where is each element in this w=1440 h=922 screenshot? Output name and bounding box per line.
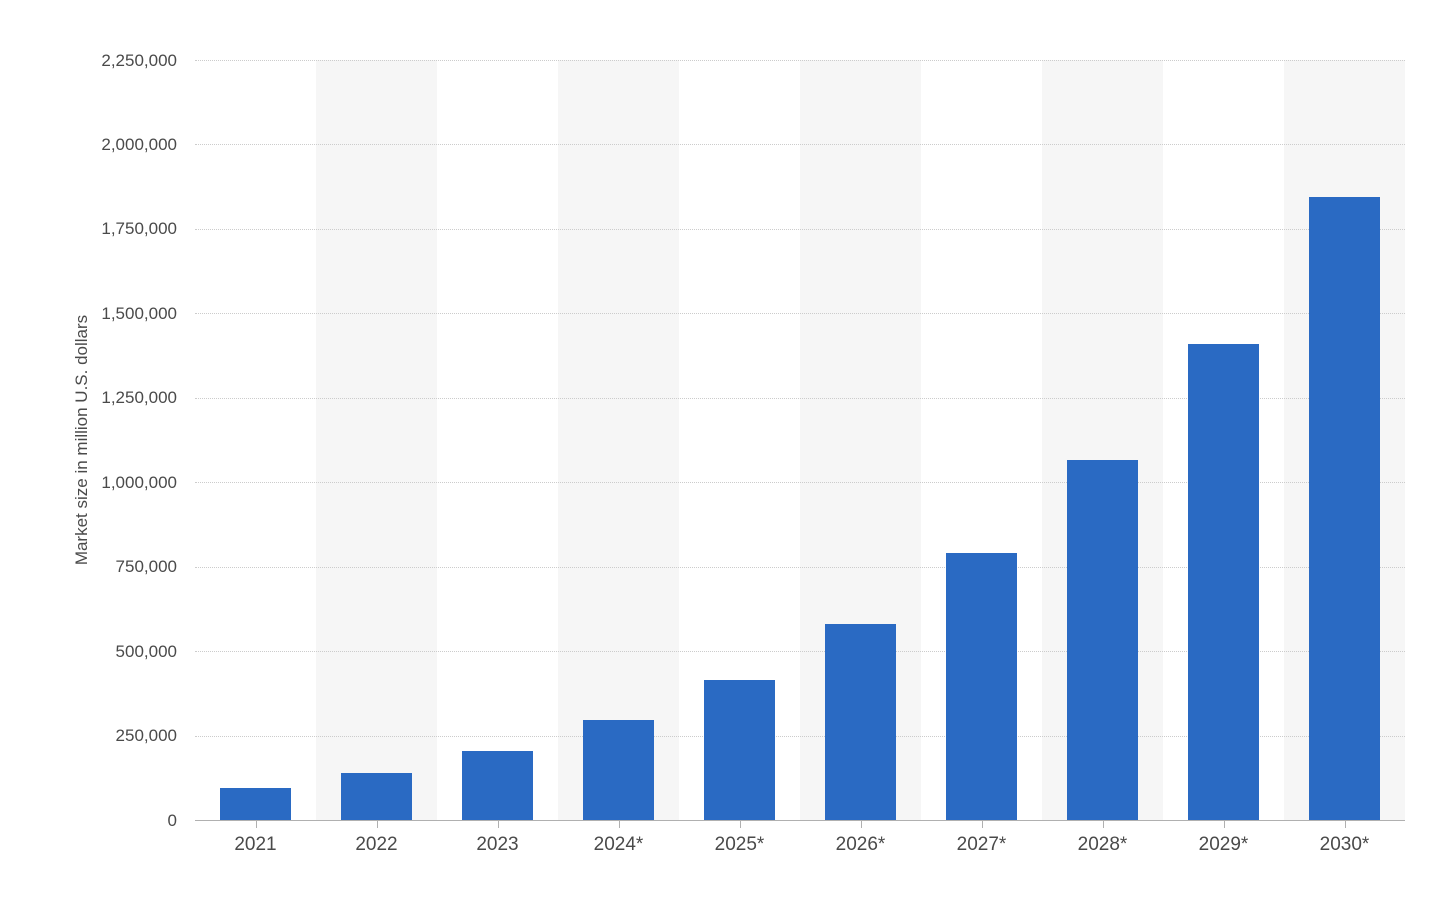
x-tick-label: 2030* (1284, 834, 1405, 856)
x-tick-mark (982, 820, 983, 828)
gridline (195, 229, 1405, 230)
x-tick-label: 2029* (1163, 834, 1284, 856)
x-tick-label: 2022 (316, 834, 437, 856)
plot-bg-stripe (316, 60, 437, 820)
x-tick-mark (861, 820, 862, 828)
x-tick-label: 2027* (921, 834, 1042, 856)
y-tick-label: 1,000,000 (0, 473, 177, 493)
x-tick-label: 2023 (437, 834, 558, 856)
bar (220, 788, 290, 820)
bar (704, 680, 774, 820)
x-tick-mark (256, 820, 257, 828)
plot-bg-stripe (558, 60, 679, 820)
bar (946, 553, 1016, 820)
plot-bg-stripe (195, 60, 316, 820)
gridline (195, 60, 1405, 61)
gridline (195, 313, 1405, 314)
y-tick-label: 2,250,000 (0, 51, 177, 71)
plot-area: 0250,000500,000750,0001,000,0001,250,000… (195, 60, 1405, 820)
bar (583, 720, 653, 820)
x-tick-label: 2028* (1042, 834, 1163, 856)
y-tick-label: 500,000 (0, 642, 177, 662)
gridline (195, 144, 1405, 145)
x-tick-label: 2021 (195, 834, 316, 856)
x-tick-mark (619, 820, 620, 828)
y-tick-label: 250,000 (0, 726, 177, 746)
bar (825, 624, 895, 820)
bar (341, 773, 411, 820)
bar (462, 751, 532, 820)
y-tick-label: 1,750,000 (0, 219, 177, 239)
x-tick-mark (1345, 820, 1346, 828)
bar (1309, 197, 1379, 820)
y-tick-label: 750,000 (0, 557, 177, 577)
bar (1188, 344, 1258, 820)
x-tick-mark (740, 820, 741, 828)
y-tick-label: 0 (0, 811, 177, 831)
market-size-bar-chart: Market size in million U.S. dollars 0250… (0, 0, 1440, 922)
y-tick-label: 1,500,000 (0, 304, 177, 324)
x-tick-label: 2025* (679, 834, 800, 856)
x-tick-mark (377, 820, 378, 828)
x-tick-label: 2026* (800, 834, 921, 856)
plot-bg-stripe (437, 60, 558, 820)
x-tick-mark (498, 820, 499, 828)
y-axis-title: Market size in million U.S. dollars (72, 315, 92, 565)
x-tick-mark (1224, 820, 1225, 828)
y-tick-label: 2,000,000 (0, 135, 177, 155)
x-tick-label: 2024* (558, 834, 679, 856)
y-tick-label: 1,250,000 (0, 388, 177, 408)
bar (1067, 460, 1137, 820)
x-tick-mark (1103, 820, 1104, 828)
